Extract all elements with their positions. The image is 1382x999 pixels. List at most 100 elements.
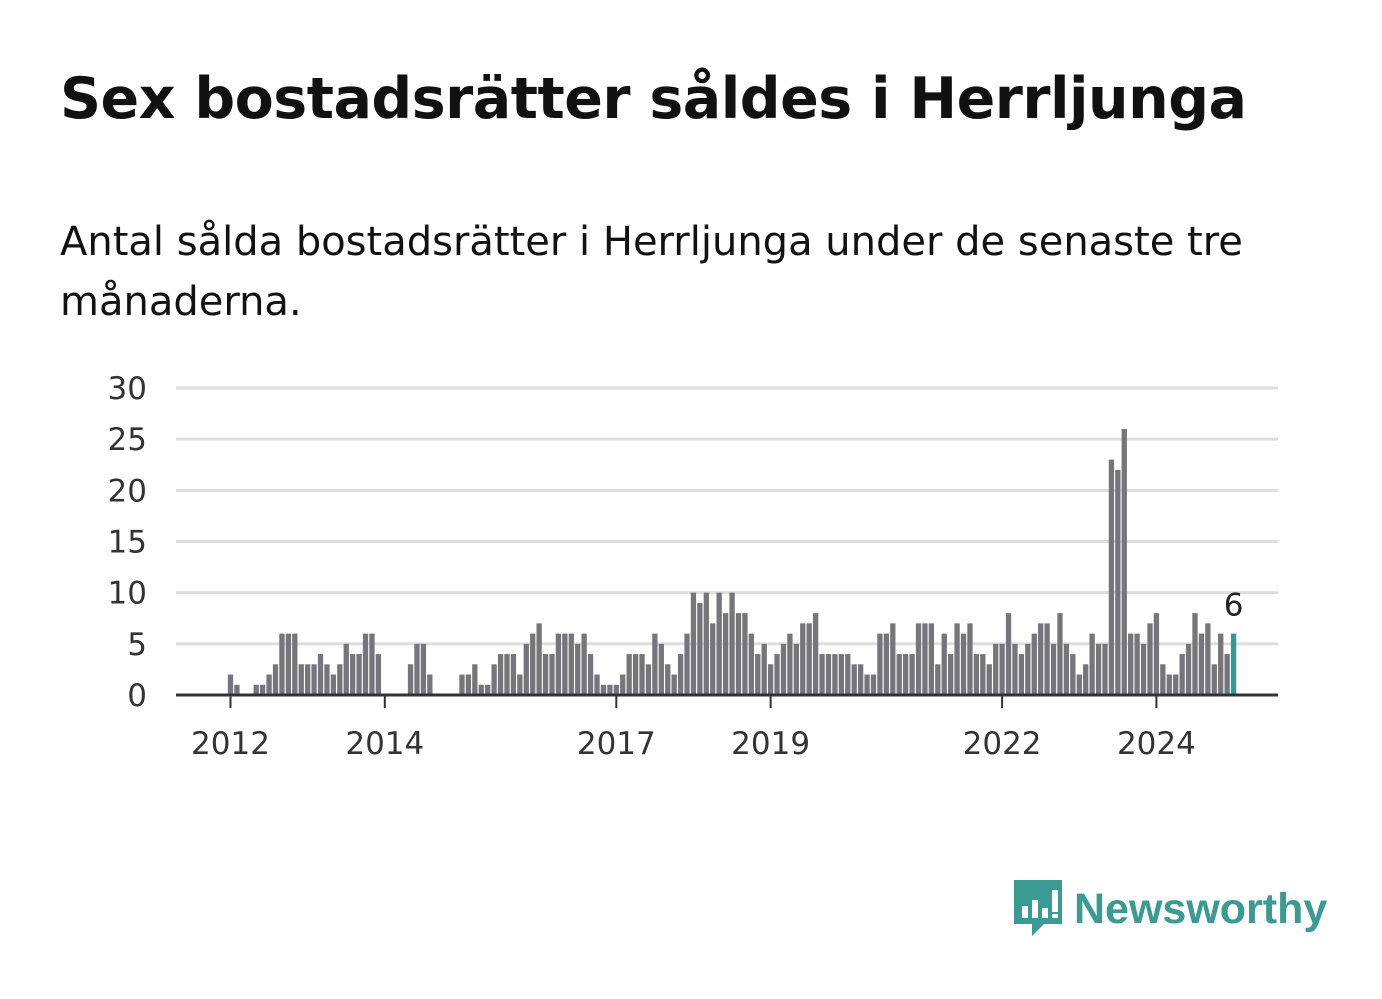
bar — [491, 664, 497, 695]
bar — [883, 633, 890, 695]
bar — [1089, 633, 1095, 695]
bar — [890, 623, 896, 695]
bar — [626, 654, 632, 695]
bar — [941, 633, 947, 695]
bar — [1160, 664, 1166, 695]
bar — [1025, 643, 1031, 695]
bar — [317, 654, 324, 695]
bar — [877, 633, 883, 695]
bar — [800, 623, 806, 695]
bar — [819, 654, 825, 695]
bar — [1166, 674, 1172, 695]
bar — [652, 633, 658, 695]
bar — [639, 654, 645, 695]
bar — [478, 684, 484, 695]
bar — [549, 654, 555, 695]
x-tick-label: 2024 — [1117, 726, 1196, 762]
bar — [838, 654, 844, 695]
x-tick-label: 2017 — [577, 726, 656, 762]
bar — [722, 613, 729, 695]
bar — [864, 674, 870, 695]
bar — [620, 674, 626, 695]
bar — [967, 623, 973, 695]
bar — [993, 643, 999, 695]
bar — [671, 674, 677, 695]
bar — [1044, 623, 1050, 695]
bar — [1102, 643, 1108, 695]
bar — [632, 654, 639, 695]
bar — [459, 674, 465, 695]
bar — [960, 633, 967, 695]
y-tick-label: 0 — [127, 678, 147, 714]
bar — [272, 664, 279, 695]
bar — [337, 664, 343, 695]
bar — [922, 623, 928, 695]
bar — [497, 654, 504, 695]
bar — [896, 654, 902, 695]
bar — [665, 664, 671, 695]
bar — [645, 664, 652, 695]
bar — [948, 654, 954, 695]
bar — [375, 654, 382, 695]
y-axis-ticks: 0 5 10 15 20 25 30 — [108, 371, 147, 714]
bar — [710, 623, 716, 695]
bar — [227, 674, 234, 695]
bar — [510, 654, 517, 695]
bar — [1147, 623, 1153, 695]
bar — [1115, 469, 1121, 695]
bar — [594, 674, 600, 695]
chart-subtitle: Antal sålda bostadsrätter i Herrljunga u… — [60, 219, 1243, 325]
bar — [542, 654, 549, 695]
bar — [1224, 654, 1230, 695]
bar — [1031, 633, 1037, 695]
bar — [266, 674, 272, 695]
bar — [1185, 643, 1192, 695]
y-tick-label: 5 — [127, 627, 147, 663]
bar — [870, 674, 877, 695]
bar — [1083, 664, 1089, 695]
bar — [999, 643, 1005, 695]
x-tick-label: 2019 — [731, 726, 810, 762]
bar — [472, 664, 478, 695]
bar — [350, 654, 356, 695]
bar — [980, 654, 986, 695]
bar — [587, 654, 594, 695]
bar — [613, 684, 619, 695]
x-tick-label: 2014 — [345, 726, 424, 762]
bar — [1018, 654, 1025, 695]
chart-title: Sex bostadsrätter såldes i Herrljunga — [60, 66, 1247, 132]
bar — [1121, 428, 1127, 695]
bar — [465, 674, 472, 695]
bar — [407, 664, 414, 695]
bar — [1128, 633, 1134, 695]
y-tick-label: 30 — [108, 371, 147, 407]
x-axis-ticks: 2012 2014 2017 2019 2022 2024 — [191, 695, 1196, 762]
bar-highlight — [1230, 633, 1237, 695]
bar — [324, 664, 330, 695]
bar — [774, 654, 780, 695]
bar — [1192, 613, 1198, 695]
bar — [568, 633, 574, 695]
bar — [343, 643, 349, 695]
bar — [1134, 633, 1140, 695]
bar — [1057, 613, 1063, 695]
bar — [703, 592, 709, 695]
bar — [1205, 623, 1211, 695]
bar — [1005, 613, 1012, 695]
bar — [825, 654, 832, 695]
bar — [1108, 459, 1115, 695]
bar — [1211, 664, 1217, 695]
bar — [851, 664, 857, 695]
bar — [845, 654, 851, 695]
bar — [1179, 654, 1185, 695]
y-tick-label: 15 — [108, 525, 147, 561]
bar — [362, 633, 369, 695]
bar — [729, 592, 735, 695]
bar — [485, 684, 491, 695]
bar — [305, 664, 311, 695]
bar — [298, 664, 304, 695]
bar — [427, 674, 433, 695]
newsworthy-brand: Newsworthy — [1010, 876, 1327, 942]
bar — [253, 684, 259, 695]
bar — [973, 654, 980, 695]
